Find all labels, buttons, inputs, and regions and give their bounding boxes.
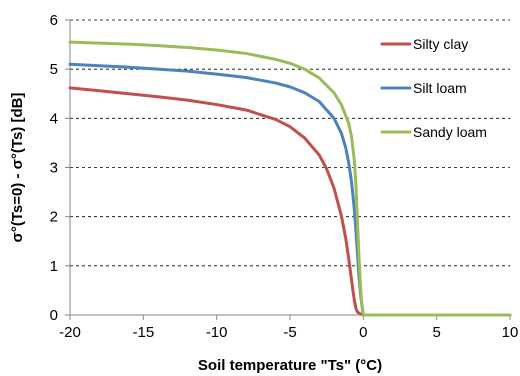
legend: Silty clay Silt loam Sandy loam: [380, 36, 487, 140]
y-tick-label: 5: [50, 61, 58, 78]
x-tick-label: 10: [502, 324, 519, 341]
x-tick-label: 0: [359, 324, 367, 341]
y-tick-label: 3: [50, 160, 58, 177]
grid-lines: [70, 19, 510, 267]
x-tick-label: -10: [206, 324, 228, 341]
y-tick-label: 1: [50, 258, 58, 275]
x-axis-title: Soil temperature "Ts" (°C): [198, 357, 382, 374]
legend-label: Silty clay: [413, 36, 468, 52]
axes: [65, 19, 511, 320]
x-tick-label: -15: [132, 324, 154, 341]
x-tick-label: -20: [59, 324, 81, 341]
series-line-sandy-loam: [68, 40, 512, 317]
legend-label: Sandy loam: [413, 124, 487, 140]
series-lines: [68, 40, 512, 317]
x-tick-label: -5: [283, 324, 296, 341]
y-tick-label: 6: [50, 12, 58, 29]
y-tick-label: 4: [50, 110, 58, 127]
series-line-silt-loam: [68, 62, 512, 317]
legend-label: Silt loam: [413, 80, 467, 96]
tick-labels: 0 1 2 3 4 5 6 -20 -15 -10 -5 0 5 10: [50, 12, 519, 341]
y-tick-label: 2: [50, 209, 58, 226]
series-line-silty-clay: [68, 86, 512, 317]
y-tick-label: 0: [50, 307, 58, 324]
y-axis-title: σ°(Ts=0) - σ°(Ts) [dB]: [9, 93, 26, 243]
x-tick-label: 5: [432, 324, 440, 341]
